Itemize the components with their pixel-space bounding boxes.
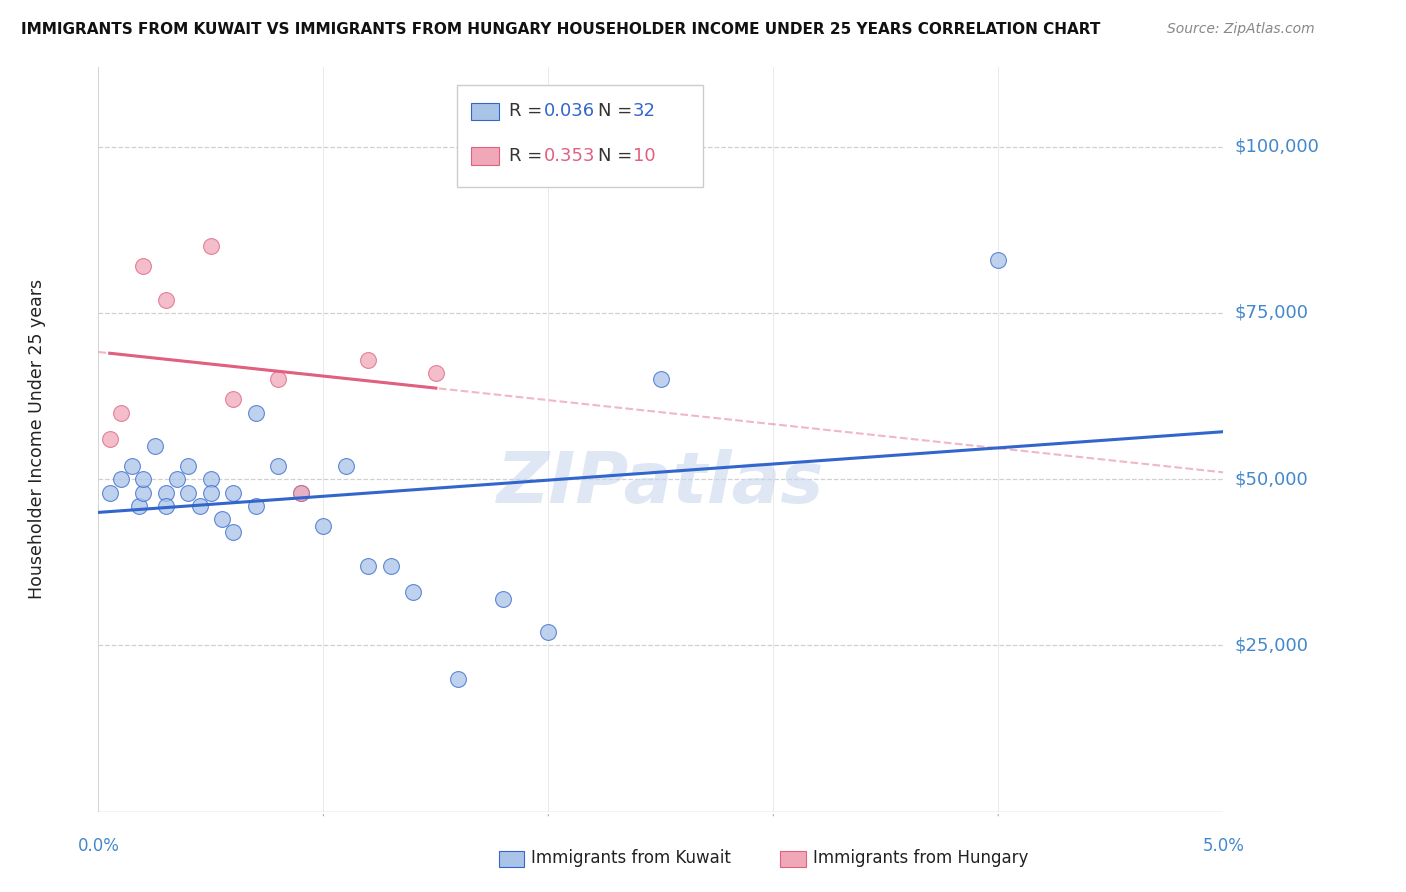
Point (166, 472, 188, 486)
Text: R =: R = (509, 103, 543, 120)
Point (267, 372, 290, 386)
Point (245, 406, 267, 420)
Text: 0.036: 0.036 (544, 103, 595, 120)
Text: ZIPatlas: ZIPatlas (498, 450, 824, 518)
Text: IMMIGRANTS FROM KUWAIT VS IMMIGRANTS FROM HUNGARY HOUSEHOLDER INCOME UNDER 25 YE: IMMIGRANTS FROM KUWAIT VS IMMIGRANTS FRO… (21, 22, 1101, 37)
Text: Immigrants from Hungary: Immigrants from Hungary (813, 849, 1028, 867)
Text: $100,000: $100,000 (1234, 137, 1319, 156)
Point (188, 499, 211, 513)
Point (200, 239, 222, 253)
Point (537, 625, 560, 640)
Point (222, 485, 245, 500)
Text: Source: ZipAtlas.com: Source: ZipAtlas.com (1167, 22, 1315, 37)
Point (245, 499, 267, 513)
Text: $25,000: $25,000 (1234, 637, 1309, 655)
Point (132, 485, 155, 500)
Point (650, 372, 672, 386)
Text: N =: N = (598, 147, 631, 165)
Point (222, 525, 245, 540)
Point (380, 558, 402, 573)
Text: 5.0%: 5.0% (1202, 837, 1244, 855)
Point (143, 439, 166, 453)
Text: R =: R = (509, 147, 543, 165)
Point (200, 472, 222, 486)
Point (121, 458, 143, 473)
Point (98, 485, 121, 500)
Point (132, 472, 155, 486)
Point (447, 672, 470, 686)
Point (290, 485, 312, 500)
Point (132, 260, 155, 274)
Text: Householder Income Under 25 years: Householder Income Under 25 years (28, 279, 45, 599)
Point (211, 512, 233, 526)
Point (357, 352, 380, 367)
Text: $75,000: $75,000 (1234, 304, 1309, 322)
Point (335, 458, 357, 473)
Point (110, 406, 132, 420)
Point (425, 366, 447, 380)
Text: 0.0%: 0.0% (77, 837, 120, 855)
Point (290, 485, 312, 500)
Text: 0.353: 0.353 (544, 147, 596, 165)
Point (155, 499, 177, 513)
Point (155, 485, 177, 500)
Text: N =: N = (598, 103, 631, 120)
Point (177, 458, 200, 473)
Text: $50,000: $50,000 (1234, 470, 1308, 488)
Point (987, 252, 1010, 267)
Point (155, 293, 177, 307)
Point (110, 472, 132, 486)
Point (177, 485, 200, 500)
Point (312, 518, 335, 533)
Point (98, 432, 121, 446)
Point (267, 458, 290, 473)
Point (200, 485, 222, 500)
Point (492, 591, 515, 606)
Text: 10: 10 (633, 147, 655, 165)
Text: Immigrants from Kuwait: Immigrants from Kuwait (531, 849, 731, 867)
Text: 32: 32 (633, 103, 655, 120)
Point (128, 499, 150, 513)
Point (357, 558, 380, 573)
Point (222, 392, 245, 407)
Point (402, 585, 425, 599)
